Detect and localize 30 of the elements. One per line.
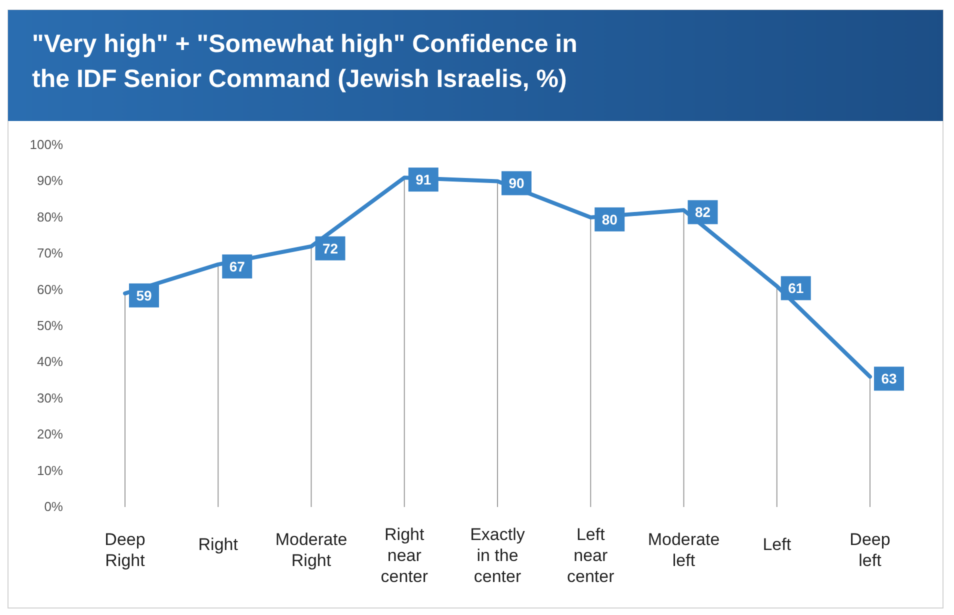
y-tick-label: 50% — [36, 318, 64, 333]
text: 72 — [322, 240, 338, 256]
x-tick-label: Left near center — [567, 525, 615, 586]
y-tick-label: 30% — [36, 390, 64, 406]
y-tick-label: 40% — [36, 354, 64, 370]
x-tick-label: Deep Right — [104, 530, 146, 570]
y-tick-label: 70% — [36, 246, 64, 261]
text: 59 — [136, 287, 152, 304]
x-tick-label: Right — [198, 535, 238, 554]
text: 63 — [881, 370, 897, 387]
text: 67 — [229, 258, 245, 274]
text: 91 — [416, 172, 432, 188]
chart-title: "Very high" + "Somewhat high" Confidence in the IDF Senior Command (Jewish Israelis, %) — [32, 30, 578, 93]
y-tick-label: 0% — [44, 499, 64, 514]
text: 90 — [508, 175, 524, 192]
x-tick-label: Left — [762, 535, 792, 554]
y-tick-label: 90% — [36, 173, 64, 188]
text: 82 — [694, 204, 711, 220]
x-tick-label: Moderate Right — [275, 530, 348, 570]
y-tick-label: 60% — [36, 282, 64, 297]
y-tick-label: 100% — [30, 137, 64, 152]
x-tick-label: Right near center — [380, 525, 428, 586]
text: 80 — [602, 211, 618, 228]
y-tick-label: 80% — [36, 209, 64, 224]
x-tick-label: Deep left — [850, 530, 890, 570]
x-tick-label: Moderate left — [648, 530, 720, 570]
y-tick-label: 10% — [36, 462, 64, 478]
text: 61 — [788, 280, 804, 296]
y-tick-label: 20% — [36, 426, 64, 442]
x-tick-label: Exactly in the center — [470, 525, 526, 586]
